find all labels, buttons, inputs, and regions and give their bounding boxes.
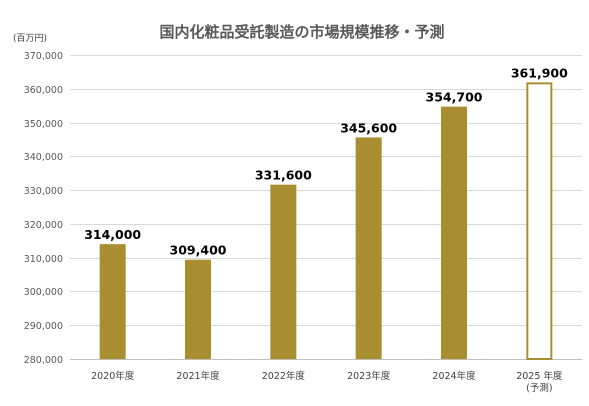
y-tick-label: 360,000 xyxy=(24,85,63,96)
y-axis-unit-label: (百万円) xyxy=(13,33,47,44)
y-tick-label: 330,000 xyxy=(24,186,63,197)
x-tick-label: 2025 年度 xyxy=(516,370,563,382)
data-label: 331,600 xyxy=(255,168,312,183)
y-tick-label: 320,000 xyxy=(24,220,63,231)
y-axis-ticks: 280,000 290,000 300,000 310,000 320,000 330,0… xyxy=(24,51,63,366)
bar xyxy=(185,259,211,359)
y-tick-label: 350,000 xyxy=(24,119,63,130)
data-label: 314,000 xyxy=(84,227,141,242)
y-tick-label: 310,000 xyxy=(24,254,63,265)
data-labels: 314,000 309,400 331,600 345,600 354,700 361,9… xyxy=(84,65,568,257)
x-tick-note: (予測) xyxy=(526,382,552,394)
y-tick-label: 340,000 xyxy=(24,152,63,163)
bar-forecast xyxy=(526,82,553,361)
x-tick-label: 2024年度 xyxy=(432,370,476,382)
y-tick-label: 290,000 xyxy=(24,321,63,332)
gridlines xyxy=(70,55,582,360)
x-tick-label: 2023年度 xyxy=(347,370,391,382)
bars xyxy=(99,82,553,361)
y-tick-label: 370,000 xyxy=(24,51,63,62)
bar xyxy=(441,106,467,360)
data-label: 361,900 xyxy=(511,65,568,80)
data-label: 309,400 xyxy=(170,243,227,258)
data-label: 354,700 xyxy=(426,90,483,105)
y-tick-label: 280,000 xyxy=(24,355,63,366)
x-tick-label: 2020年度 xyxy=(91,370,135,382)
bar xyxy=(355,137,382,359)
x-tick-label: 2021年度 xyxy=(176,370,220,382)
y-tick-label: 300,000 xyxy=(24,287,63,298)
x-tick-label: 2022年度 xyxy=(262,370,306,382)
chart-title: 国内化粧品受託製造の市場規模推移・予測 xyxy=(159,23,444,41)
bar xyxy=(270,184,297,359)
data-label: 345,600 xyxy=(340,120,397,135)
bar xyxy=(99,244,126,359)
x-axis-ticks: 2020年度 2021年度 2022年度 2023年度 2024年度 2025 年度(予測… xyxy=(91,370,563,394)
